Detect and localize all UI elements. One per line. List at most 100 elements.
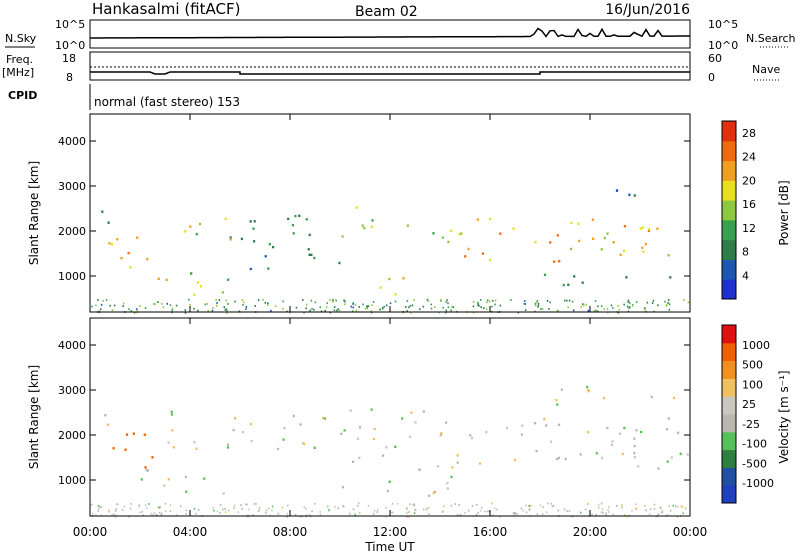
echo-cell <box>494 299 497 302</box>
echo-cell <box>535 304 537 307</box>
echo-cell <box>164 502 167 505</box>
echo-cell <box>648 228 651 231</box>
echo-cell <box>477 301 479 304</box>
echo-cell <box>439 434 442 437</box>
echo-cell <box>224 217 227 220</box>
echo-cell <box>426 507 428 510</box>
echo-cell <box>292 414 295 418</box>
echo-cell <box>303 506 305 508</box>
echo-cell <box>362 303 364 306</box>
echo-cell <box>616 505 618 507</box>
echo-cell <box>445 311 447 314</box>
colorbar-tick-label: -500 <box>742 457 767 470</box>
echo-cell <box>164 510 167 513</box>
colorbar-tick-label: 20 <box>742 174 756 187</box>
echo-cell <box>175 304 178 307</box>
echo-cell <box>629 302 631 304</box>
colorbar-tick-label: 28 <box>742 127 756 140</box>
echo-cell <box>556 403 559 406</box>
echo-cell <box>582 303 584 305</box>
echo-cell <box>151 456 154 459</box>
echo-cell <box>523 302 526 305</box>
echo-cell <box>602 396 606 400</box>
colorbar-tick-label: 16 <box>742 198 756 211</box>
echo-cell <box>138 505 140 508</box>
echo-cell <box>116 238 119 241</box>
colorbar-tick-label: 500 <box>742 359 763 372</box>
echo-cell <box>227 509 230 512</box>
echo-cell <box>469 434 472 437</box>
echo-cell <box>652 299 655 302</box>
cpid-text: normal (fast stereo) 153 <box>94 95 240 109</box>
echo-cell <box>294 214 297 218</box>
echo-cell <box>291 224 294 227</box>
echo-cell <box>627 299 630 302</box>
colorbar-tick-label: 25 <box>742 398 756 411</box>
echo-cell <box>653 508 656 510</box>
echo-cell <box>607 509 609 511</box>
echo-cell <box>419 308 421 311</box>
echo-cell <box>234 300 236 303</box>
echo-cell <box>597 503 600 506</box>
echo-cell <box>641 246 644 249</box>
echo-cell <box>467 509 470 512</box>
echo-cell <box>338 261 341 265</box>
echo-cell <box>521 424 524 427</box>
echo-cell <box>335 299 337 302</box>
echo-cell <box>668 299 670 301</box>
cpid-label: CPID <box>8 89 37 102</box>
echo-cell <box>141 510 143 513</box>
echo-cell <box>665 304 668 306</box>
echo-cell <box>108 509 110 511</box>
echo-cell <box>505 426 508 430</box>
echo-cell <box>480 506 483 509</box>
echo-cell <box>672 504 674 507</box>
echo-cell <box>157 506 160 509</box>
echo-cell <box>101 210 104 213</box>
x-tick-label: 08:00 <box>273 525 308 539</box>
echo-cell <box>592 237 595 240</box>
echo-cell <box>587 503 589 505</box>
echo-cell <box>633 452 636 455</box>
colorbar-tick-label: 8 <box>742 246 749 259</box>
echo-cell <box>122 305 124 307</box>
echo-cell <box>682 512 684 515</box>
echo-cell <box>428 513 430 515</box>
echo-cell <box>193 440 196 444</box>
echo-cell <box>668 308 671 311</box>
echo-cell <box>95 514 97 516</box>
echo-cell <box>447 240 450 244</box>
echo-cell <box>308 233 311 237</box>
echo-cell <box>458 233 461 236</box>
echo-cell <box>681 506 683 508</box>
echo-cell <box>298 214 301 217</box>
echo-cell <box>225 299 227 302</box>
echo-cell <box>146 257 149 261</box>
echo-cell <box>319 306 321 309</box>
echo-cell <box>313 446 316 449</box>
echo-cell <box>325 306 328 308</box>
echo-cell <box>232 428 235 432</box>
echo-cell <box>470 436 473 440</box>
velocity-panel: 1000 2000 3000 4000 Slant Range [km] 1000 50… <box>27 317 791 518</box>
echo-cell <box>213 509 215 512</box>
nave-tick-top: 60 <box>708 52 722 65</box>
echo-cell <box>185 490 188 493</box>
echo-cell <box>450 309 452 312</box>
echo-cell <box>406 507 408 510</box>
echo-cell <box>628 193 631 196</box>
echo-cell <box>115 503 118 505</box>
echo-cell <box>679 452 682 456</box>
echo-cell <box>264 301 266 304</box>
nsky-tick-bottom: 10^0 <box>55 39 85 52</box>
echo-cell <box>381 307 384 310</box>
echo-cell <box>567 283 570 286</box>
echo-cell <box>195 512 197 515</box>
echo-cell <box>349 409 352 412</box>
echo-cell <box>577 222 580 225</box>
echo-cell <box>595 513 597 516</box>
echo-cell <box>167 478 170 481</box>
echo-cell <box>587 390 590 393</box>
echo-cell <box>311 307 313 310</box>
echo-cell <box>566 510 568 512</box>
